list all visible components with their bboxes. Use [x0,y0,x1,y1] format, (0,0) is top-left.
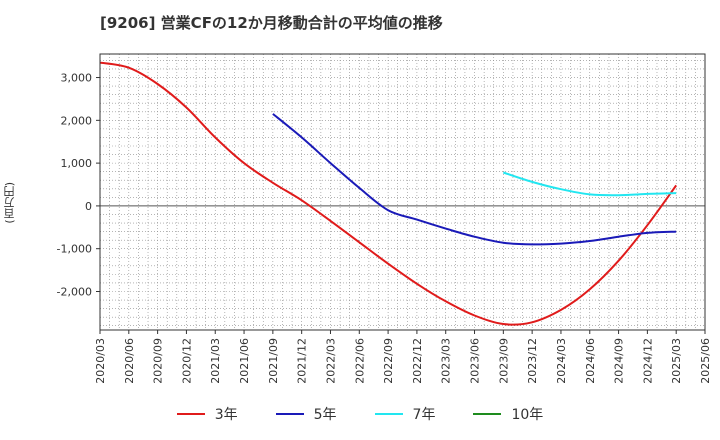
x-tick-label: 2021/12 [296,338,309,384]
x-tick-label: 2021/09 [267,338,280,384]
series-line-2 [272,113,677,246]
legend-item: 5年 [275,404,337,424]
x-tick-label: 2023/06 [469,338,482,384]
y-tick-label: 3,000 [61,72,93,85]
y-tick-label: -1,000 [57,243,92,256]
x-tick-label: 2020/12 [180,338,193,384]
legend-swatch [374,413,403,415]
legend-label: 7年 [412,407,436,423]
legend-label: 10年 [511,407,544,423]
series-line-1 [99,61,678,326]
x-tick-label: 2023/03 [440,338,453,384]
chart-title: [9206] 営業CFの12か月移動合計の平均値の推移 [100,14,443,32]
x-tick-label: 2021/03 [209,338,222,384]
y-tick-label: 1,000 [61,157,93,170]
legend-swatch [473,413,502,415]
x-tick-label: 2024/12 [641,338,654,384]
x-tick-label: 2024/03 [555,338,568,384]
x-tick-label: 2022/09 [382,338,395,384]
x-tick-label: 2020/06 [123,338,136,384]
x-tick-label: 2020/03 [94,338,107,384]
x-tick-label: 2023/12 [526,338,539,384]
x-tick-label: 2022/12 [411,338,424,384]
x-tick-label: 2022/03 [324,338,337,384]
y-tick-label: 0 [85,200,92,213]
y-tick-label: -2,000 [57,285,92,298]
series-line-3 [502,171,677,197]
y-tick-label: 2,000 [61,114,93,127]
x-tick-label: 2024/06 [584,338,597,384]
x-tick-label: 2023/09 [497,338,510,384]
x-tick-label: 2020/09 [152,338,165,384]
legend-label: 3年 [214,407,238,423]
legend-swatch [176,413,205,415]
x-tick-label: 2021/06 [238,338,251,384]
x-tick-label: 2022/06 [353,338,366,384]
legend-item: 7年 [374,404,436,424]
chart-legend: 3年 5年 7年 10年 [0,404,720,424]
x-tick-label: 2025/06 [699,338,712,384]
legend-swatch [275,413,304,415]
x-tick-label: 2025/03 [670,338,683,384]
legend-item: 10年 [473,404,543,424]
legend-label: 5年 [313,407,337,423]
legend-item: 3年 [176,404,238,424]
x-tick-label: 2024/09 [613,338,626,384]
